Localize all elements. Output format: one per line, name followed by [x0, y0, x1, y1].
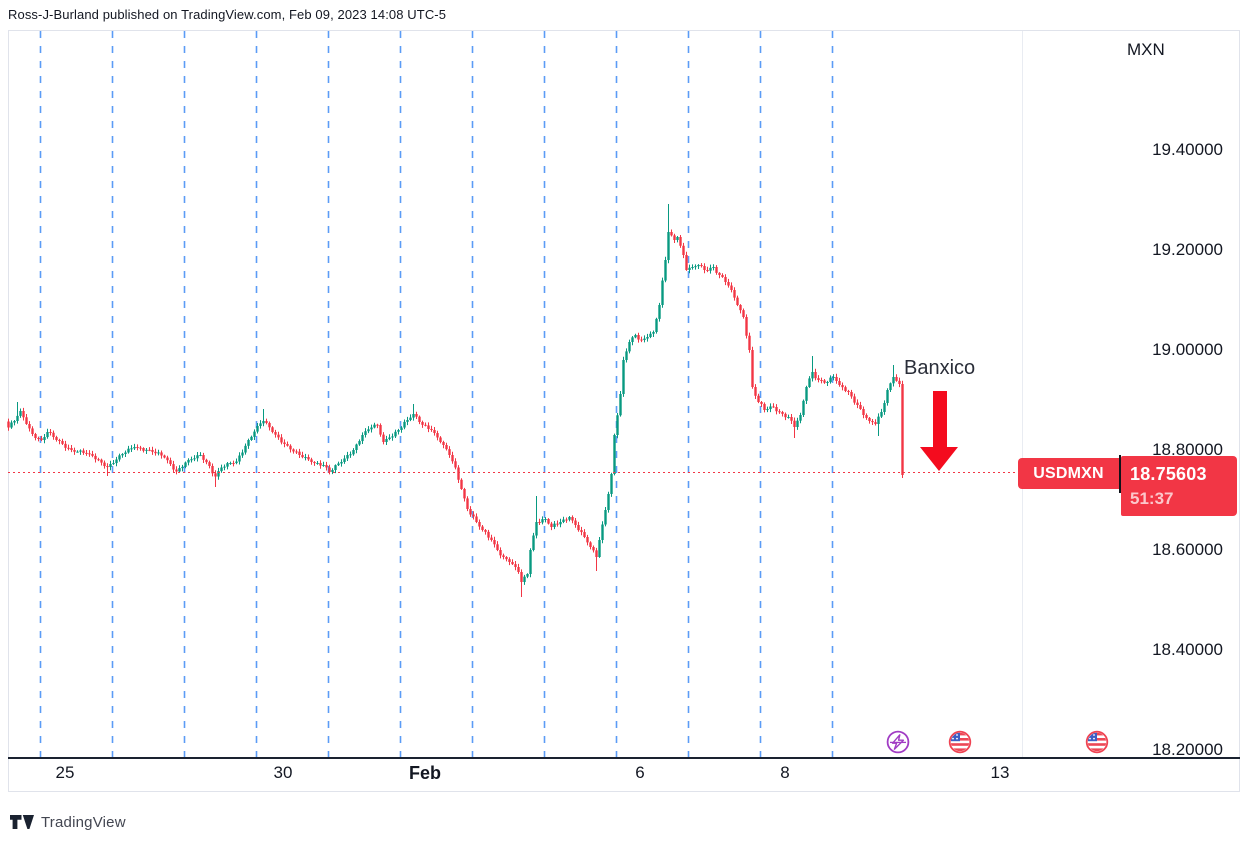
tradingview-attribution[interactable]: TradingView	[10, 814, 126, 831]
price-tick-6: 18.20000	[1152, 740, 1223, 759]
time-label-3: 6	[635, 763, 645, 782]
time-label-2: Feb	[408, 763, 442, 783]
time-label-0: 25	[55, 763, 75, 782]
price-tick-5: 18.40000	[1152, 640, 1223, 659]
price-tick-4: 18.60000	[1152, 540, 1223, 559]
us-flag-event-icon[interactable]	[947, 729, 973, 755]
time-axis-line	[8, 757, 1240, 759]
price-tick-2: 19.00000	[1152, 340, 1223, 359]
symbol-price-label: USDMXN	[1018, 458, 1119, 489]
price-tick-3: 18.80000	[1152, 440, 1223, 459]
bar-countdown: 51:37	[1130, 489, 1174, 508]
economic-event-lightning-icon[interactable]	[885, 729, 911, 755]
symbol-label-divider	[1119, 455, 1121, 493]
tradingview-logo-icon	[10, 815, 34, 829]
quote-currency-label: MXN	[1127, 40, 1165, 59]
time-label-1: 30	[273, 763, 293, 782]
price-pane-divider	[1022, 31, 1023, 758]
price-tick-1: 19.20000	[1152, 240, 1223, 259]
tradingview-brand-text: TradingView	[41, 814, 126, 831]
time-label-5: 13	[990, 763, 1010, 782]
time-label-4: 8	[780, 763, 790, 782]
last-price-value: 18.75603	[1130, 464, 1207, 484]
last-price-box: 18.75603 51:37	[1121, 456, 1237, 516]
down-arrow-icon	[920, 391, 958, 471]
us-flag-event-icon[interactable]	[1084, 729, 1110, 755]
banxico-annotation-text: Banxico	[904, 357, 976, 379]
price-tick-0: 19.40000	[1152, 140, 1223, 159]
